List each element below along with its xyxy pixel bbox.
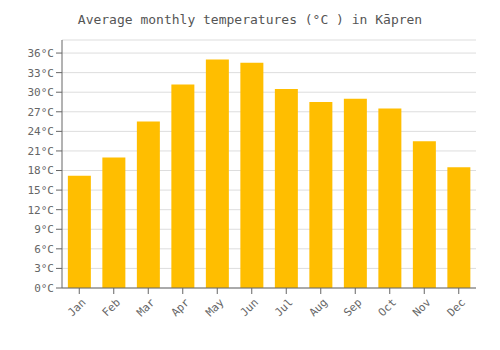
svg-text:24°C: 24°C: [28, 125, 55, 138]
svg-text:3°C: 3°C: [34, 262, 54, 275]
svg-text:30°C: 30°C: [28, 86, 55, 99]
svg-text:May: May: [203, 296, 227, 320]
svg-text:12°C: 12°C: [28, 204, 55, 217]
svg-text:Mar: Mar: [134, 296, 158, 320]
svg-text:Aug: Aug: [307, 296, 330, 319]
svg-text:Dec: Dec: [445, 296, 468, 319]
svg-text:Jun: Jun: [238, 296, 261, 319]
svg-text:18°C: 18°C: [28, 164, 55, 177]
svg-text:36°C: 36°C: [28, 47, 55, 60]
svg-text:0°C: 0°C: [34, 282, 54, 295]
svg-text:33°C: 33°C: [28, 67, 55, 80]
svg-text:Feb: Feb: [100, 296, 123, 319]
svg-text:Oct: Oct: [376, 296, 399, 319]
svg-text:Jan: Jan: [65, 296, 88, 319]
svg-text:21°C: 21°C: [28, 145, 55, 158]
svg-text:27°C: 27°C: [28, 106, 55, 119]
svg-text:Jul: Jul: [272, 296, 295, 319]
svg-text:Nov: Nov: [410, 296, 434, 320]
svg-text:Apr: Apr: [169, 296, 193, 320]
svg-text:15°C: 15°C: [28, 184, 55, 197]
svg-text:Sep: Sep: [341, 296, 364, 319]
svg-text:6°C: 6°C: [34, 243, 54, 256]
svg-text:9°C: 9°C: [34, 223, 54, 236]
html-text:Average monthly temperatures (: Average monthly temperatures (°C ) in Kā…: [77, 12, 423, 27]
